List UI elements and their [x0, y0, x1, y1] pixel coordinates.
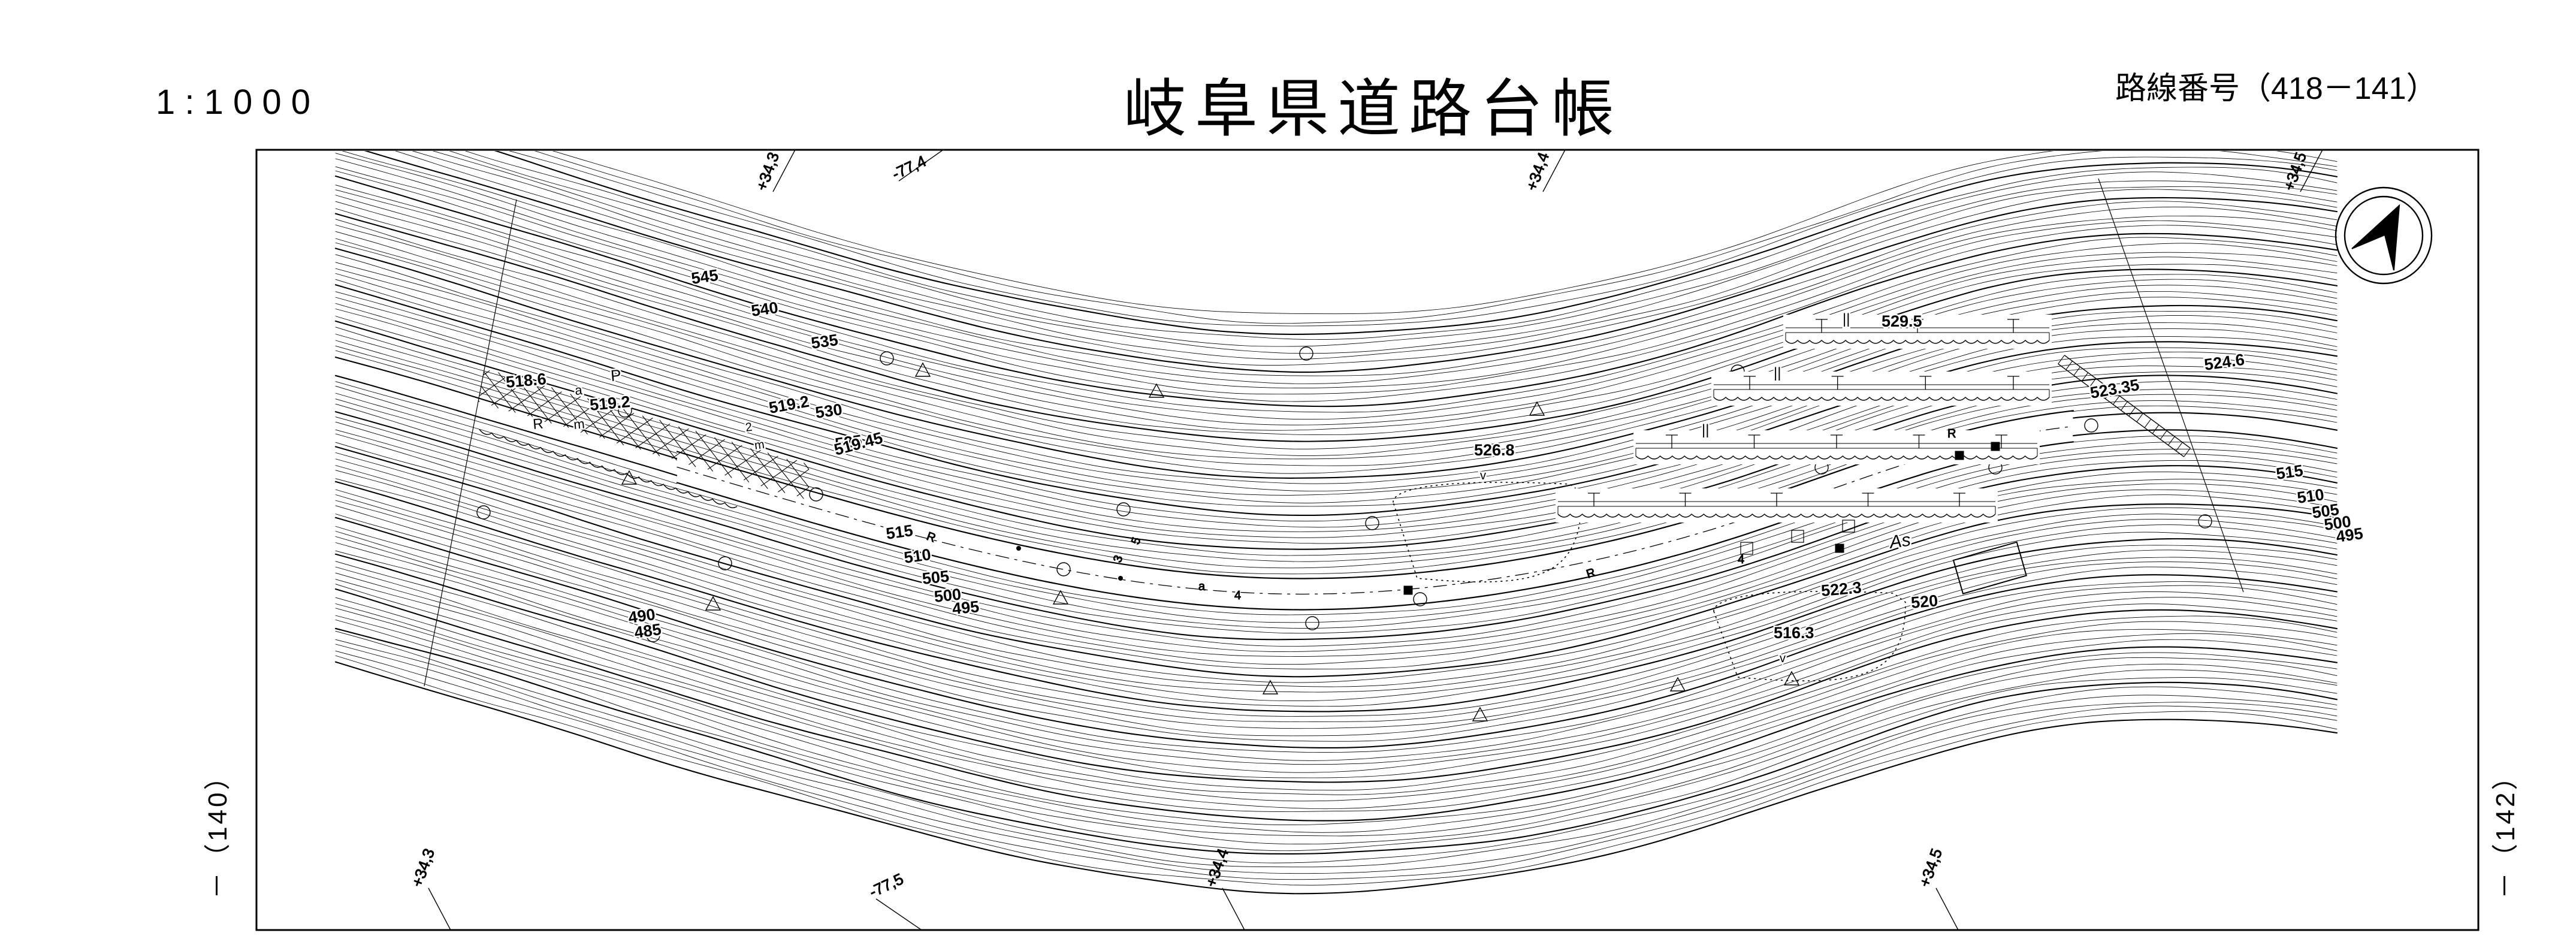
svg-text:518.6: 518.6: [505, 370, 547, 391]
svg-text:515: 515: [885, 521, 914, 543]
svg-text:519.2: 519.2: [589, 393, 631, 414]
svg-text:545: 545: [690, 266, 720, 288]
svg-text:v: v: [1780, 652, 1786, 665]
svg-text:530: 530: [814, 400, 844, 422]
svg-text:485: 485: [633, 620, 663, 642]
svg-text:526.8: 526.8: [1474, 441, 1515, 459]
svg-text:4: 4: [1234, 589, 1241, 602]
svg-text:||: ||: [1843, 311, 1850, 327]
svg-text:m: m: [573, 416, 585, 432]
svg-text:路線番号（418－141）: 路線番号（418－141）: [2115, 71, 2438, 106]
svg-text:529.5: 529.5: [1882, 312, 1922, 330]
svg-text:R: R: [1947, 427, 1956, 440]
svg-text:As: As: [1887, 530, 1911, 552]
svg-text:－（140）: －（140）: [203, 762, 232, 899]
svg-text:a: a: [1198, 580, 1206, 593]
svg-text:1 : 1 0 0 0: 1 : 1 0 0 0: [156, 83, 310, 122]
svg-text:4: 4: [1738, 553, 1744, 566]
svg-text:522.3: 522.3: [1820, 578, 1862, 600]
svg-text:m: m: [754, 438, 766, 452]
svg-text:v: v: [1480, 469, 1486, 482]
svg-text:505: 505: [921, 567, 950, 588]
svg-text:P: P: [610, 366, 622, 385]
svg-text:515: 515: [2275, 461, 2305, 483]
svg-text:535: 535: [810, 331, 839, 352]
svg-text:510: 510: [903, 545, 932, 567]
svg-text:R: R: [532, 416, 544, 433]
svg-text:岐阜県道路台帳: 岐阜県道路台帳: [1124, 74, 1623, 144]
svg-text:495: 495: [2335, 524, 2364, 546]
svg-text:－（142）: －（142）: [2491, 762, 2520, 899]
svg-text:520: 520: [1910, 591, 1939, 612]
svg-text:||: ||: [1774, 365, 1781, 381]
svg-text:||: ||: [1702, 422, 1709, 438]
svg-text:540: 540: [750, 298, 780, 320]
svg-text:516.3: 516.3: [1774, 624, 1814, 642]
svg-text:495: 495: [952, 597, 980, 618]
